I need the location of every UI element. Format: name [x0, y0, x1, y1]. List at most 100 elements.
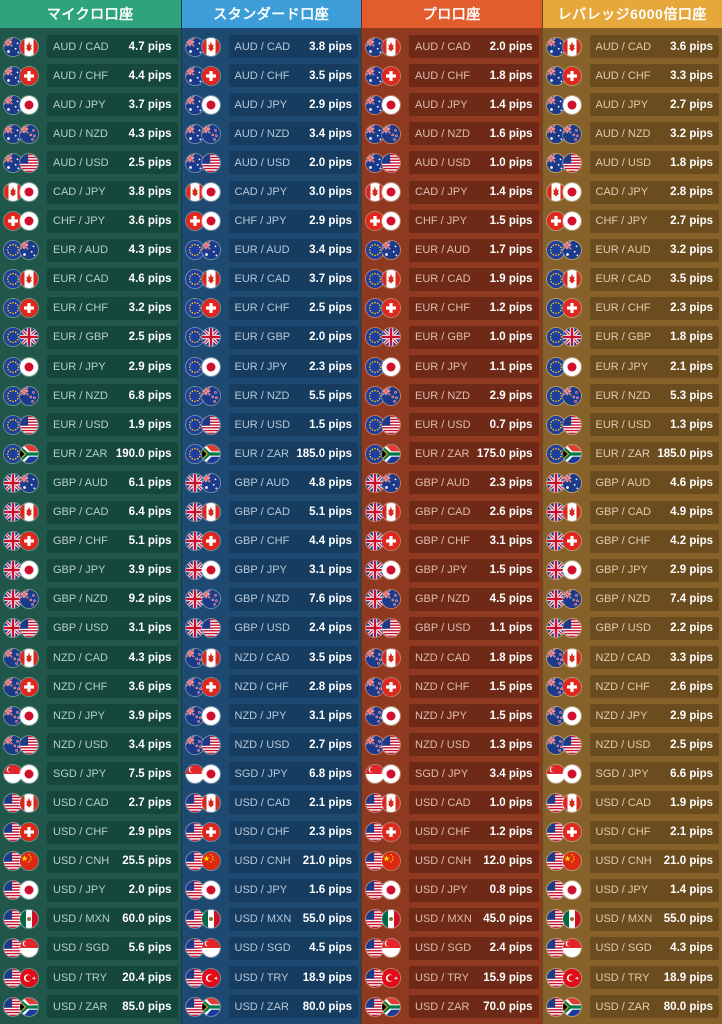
pair-label: AUD / CAD	[234, 40, 291, 53]
spread-cell: EUR / USD 1.5 pips	[228, 413, 358, 437]
pair-label: EUR / GBP	[53, 331, 109, 344]
eur-flag-icon	[3, 414, 23, 435]
cnh-flag-icon	[200, 851, 221, 872]
zar-flag-icon	[200, 996, 221, 1017]
spread-row: EUR / GBP 1.8 pips	[543, 323, 722, 352]
spread-value: 3.2 pips	[670, 127, 713, 140]
flag-pair	[365, 93, 407, 117]
aud-flag-icon	[19, 240, 39, 261]
spread-row: EUR / AUD 1.7 pips	[362, 236, 542, 265]
flag-pair	[184, 64, 227, 88]
pair-label: EUR / NZD	[234, 389, 290, 402]
spread-value: 20.4 pips	[122, 971, 172, 984]
spread-cell: GBP / CHF 4.2 pips	[589, 529, 719, 553]
spread-cell: CHF / JPY 2.9 pips	[228, 209, 358, 233]
pair-label: AUD / CAD	[415, 40, 471, 53]
spread-value: 4.3 pips	[128, 244, 172, 257]
flag-pair	[184, 791, 227, 815]
spread-value: 3.9 pips	[128, 709, 172, 722]
jpy-flag-icon	[19, 880, 39, 901]
aud-flag-icon	[184, 152, 205, 173]
spread-row: NZD / USD 1.3 pips	[362, 730, 542, 759]
spread-cell: EUR / AUD 3.2 pips	[589, 238, 719, 262]
pair-label: AUD / NZD	[53, 127, 108, 140]
flag-pair	[3, 995, 45, 1019]
flag-pair	[3, 733, 45, 757]
cad-flag-icon	[381, 269, 401, 290]
spread-cell: AUD / CHF 1.8 pips	[409, 64, 539, 88]
zar-flag-icon	[19, 996, 39, 1017]
flag-pair	[184, 878, 227, 902]
pair-label: AUD / JPY	[53, 98, 106, 111]
spread-value: 60.0 pips	[122, 913, 172, 926]
spread-row: CAD / JPY 1.4 pips	[362, 177, 542, 206]
jpy-flag-icon	[200, 211, 221, 232]
spread-row: USD / CAD 1.0 pips	[362, 788, 542, 817]
flag-pair	[184, 151, 227, 175]
spread-value: 1.3 pips	[670, 418, 713, 431]
pair-label: NZD / USD	[415, 738, 470, 751]
pair-label: USD / CNH	[415, 855, 472, 868]
spread-row: SGD / JPY 6.6 pips	[543, 759, 722, 788]
flag-pair	[365, 209, 407, 233]
spread-row: USD / CHF 2.3 pips	[182, 818, 362, 847]
chf-flag-icon	[381, 531, 401, 552]
spread-cell: CHF / JPY 1.5 pips	[409, 209, 539, 233]
spread-value: 2.9 pips	[309, 98, 352, 111]
spread-value: 5.3 pips	[670, 389, 713, 402]
spread-row: NZD / JPY 3.1 pips	[182, 701, 362, 730]
spread-value: 3.1 pips	[489, 535, 533, 548]
spread-cell: NZD / USD 1.3 pips	[409, 733, 539, 757]
flag-pair	[365, 762, 407, 786]
chf-flag-icon	[19, 298, 39, 319]
spread-cell: GBP / JPY 1.5 pips	[409, 558, 539, 582]
nzd-flag-icon	[3, 676, 23, 697]
spread-value: 3.1 pips	[128, 622, 172, 635]
spread-cell: USD / CAD 1.9 pips	[589, 791, 719, 815]
spread-row: USD / JPY 1.6 pips	[182, 876, 362, 905]
column-header-standard: スタンダード口座	[181, 0, 361, 28]
jpy-flag-icon	[561, 705, 582, 726]
flag-pair	[3, 267, 45, 291]
spread-row: GBP / AUD 4.6 pips	[543, 468, 722, 497]
spread-row: NZD / CHF 2.6 pips	[543, 672, 722, 701]
pair-label: USD / CNH	[53, 855, 110, 868]
spread-value: 12.0 pips	[483, 855, 533, 868]
spread-cell: EUR / GBP 1.8 pips	[589, 325, 719, 349]
pair-label: CAD / JPY	[415, 186, 468, 199]
spread-value: 5.1 pips	[309, 506, 352, 519]
spread-value: 1.9 pips	[128, 418, 172, 431]
flag-pair	[365, 907, 407, 931]
flag-pair	[3, 355, 45, 379]
spread-value: 1.4 pips	[670, 884, 713, 897]
chf-flag-icon	[561, 676, 582, 697]
spread-row: GBP / USD 2.4 pips	[182, 614, 362, 643]
spread-row: GBP / JPY 3.9 pips	[0, 556, 181, 585]
flag-pair	[365, 122, 407, 146]
spread-row: USD / TRY 18.9 pips	[182, 963, 362, 992]
spread-cell: AUD / NZD 3.4 pips	[228, 122, 358, 146]
flag-pair	[365, 616, 407, 640]
pair-label: GBP / CAD	[595, 506, 651, 519]
spread-row: GBP / CHF 4.2 pips	[543, 527, 722, 556]
spread-row: USD / SGD 4.3 pips	[543, 934, 722, 963]
spread-row: GBP / CAD 6.4 pips	[0, 498, 181, 527]
spread-row: AUD / CAD 4.7 pips	[0, 32, 181, 61]
chf-flag-icon	[381, 65, 401, 86]
spread-cell: USD / SGD 4.5 pips	[228, 936, 358, 960]
flag-pair	[365, 936, 407, 960]
pair-label: USD / CHF	[234, 826, 290, 839]
gbp-flag-icon	[184, 502, 205, 523]
flag-pair	[3, 64, 45, 88]
chf-flag-icon	[200, 65, 221, 86]
spread-cell: GBP / USD 1.1 pips	[409, 616, 539, 640]
cad-flag-icon	[381, 647, 401, 668]
usd-flag-icon	[381, 152, 401, 173]
pair-label: USD / MXN	[595, 913, 653, 926]
pair-label: GBP / CAD	[234, 506, 290, 519]
spread-cell: USD / CNH 21.0 pips	[589, 849, 719, 873]
flag-pair	[3, 122, 45, 146]
spread-cell: USD / CNH 25.5 pips	[47, 849, 178, 873]
spread-row: USD / SGD 2.4 pips	[362, 934, 542, 963]
spread-value: 3.9 pips	[128, 564, 172, 577]
